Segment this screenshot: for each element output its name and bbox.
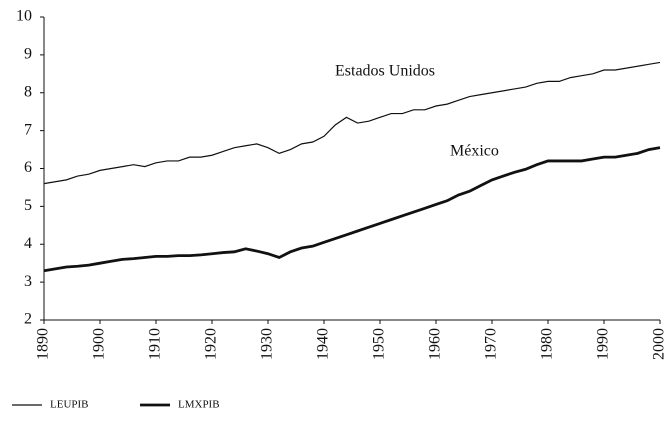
annotation: México <box>450 143 499 160</box>
y-tick-label: 2 <box>24 311 32 328</box>
x-tick-label: 1980 <box>539 328 556 360</box>
legend-label: LEUPIB <box>50 399 89 411</box>
x-tick-label: 1930 <box>259 328 276 360</box>
x-tick-label: 1940 <box>315 328 332 360</box>
annotation: Estados Unidos <box>335 63 435 80</box>
y-tick-label: 3 <box>24 273 32 290</box>
series-line <box>43 61 661 185</box>
x-tick-label: 1950 <box>371 328 388 360</box>
x-tick-label: 1990 <box>595 328 612 360</box>
x-tick-label: 1970 <box>483 328 500 360</box>
series-line <box>43 146 661 273</box>
x-tick-label: 1900 <box>91 328 108 360</box>
x-tick-label: 1920 <box>203 328 220 360</box>
x-tick-label: 2000 <box>651 328 668 360</box>
y-tick-label: 4 <box>24 235 32 252</box>
x-tick-label: 1890 <box>35 328 52 360</box>
y-tick-label: 7 <box>24 121 32 138</box>
legend-label: LMXPIB <box>178 399 220 411</box>
y-tick-label: 5 <box>24 197 32 214</box>
y-tick-label: 9 <box>24 46 32 63</box>
y-tick-label: 10 <box>16 8 32 25</box>
y-tick-label: 6 <box>24 159 32 176</box>
x-tick-label: 1910 <box>147 328 164 360</box>
y-tick-label: 8 <box>24 83 32 100</box>
x-tick-label: 1960 <box>427 328 444 360</box>
